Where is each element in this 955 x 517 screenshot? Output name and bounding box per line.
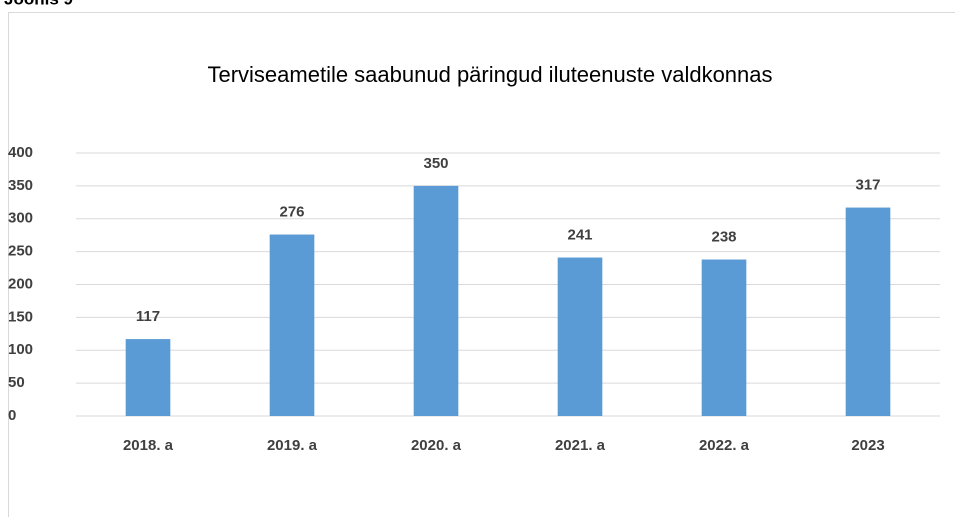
y-tick-label: 250 (8, 243, 33, 260)
y-tick-label: 50 (8, 374, 25, 391)
y-tick-label: 400 (8, 144, 33, 161)
y-tick-label: 300 (8, 210, 33, 227)
bar (269, 234, 315, 416)
bar (701, 259, 747, 416)
bar (845, 207, 891, 416)
y-tick-label: 150 (8, 308, 33, 325)
data-label: 241 (567, 227, 592, 244)
data-label: 117 (136, 308, 160, 325)
data-label: 350 (423, 155, 448, 172)
x-tick-label: 2022. a (699, 437, 750, 454)
data-label: 276 (279, 203, 304, 220)
y-tick-label: 350 (8, 177, 33, 194)
y-tick-label: 0 (8, 407, 16, 424)
chart-title: Terviseametile saabunud päringud iluteen… (207, 62, 772, 87)
y-tick-label: 100 (8, 341, 33, 358)
chart-frame (8, 12, 955, 517)
bar (413, 185, 459, 416)
caption: Joonis 9 (4, 0, 73, 8)
x-tick-label: 2020. a (411, 437, 462, 454)
x-tick-label: 2023 (851, 437, 884, 454)
x-tick-label: 2019. a (267, 437, 318, 454)
bar (125, 339, 171, 416)
data-label: 317 (855, 177, 880, 194)
data-label: 238 (711, 228, 736, 245)
x-tick-label: 2021. a (555, 437, 606, 454)
y-tick-label: 200 (8, 275, 33, 292)
x-tick-label: 2018. a (123, 437, 174, 454)
bar (557, 257, 603, 416)
